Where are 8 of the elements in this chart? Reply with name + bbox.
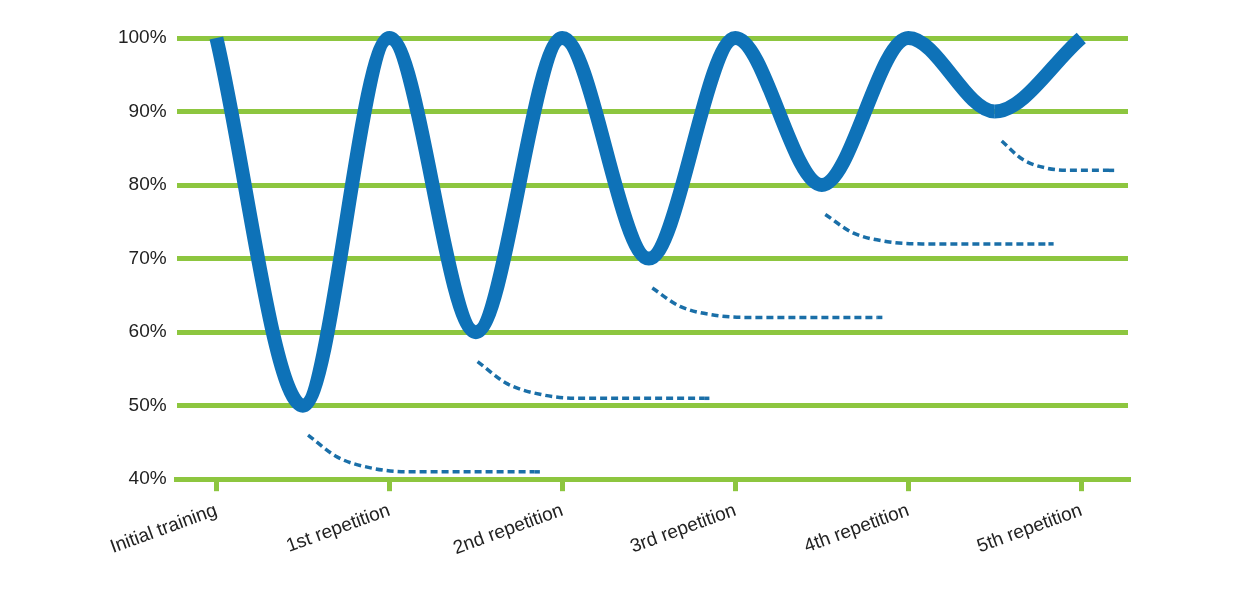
y-tick-label: 60% [128,320,167,342]
y-tick-label: 50% [128,393,167,415]
x-tick-label: Initial training [107,498,220,557]
y-tick-label: 40% [128,467,167,489]
y-tick-label: 70% [128,246,167,268]
y-tick-label: 90% [128,99,167,121]
y-tick-label: 80% [128,173,167,195]
y-tick-label: 100% [117,26,167,48]
